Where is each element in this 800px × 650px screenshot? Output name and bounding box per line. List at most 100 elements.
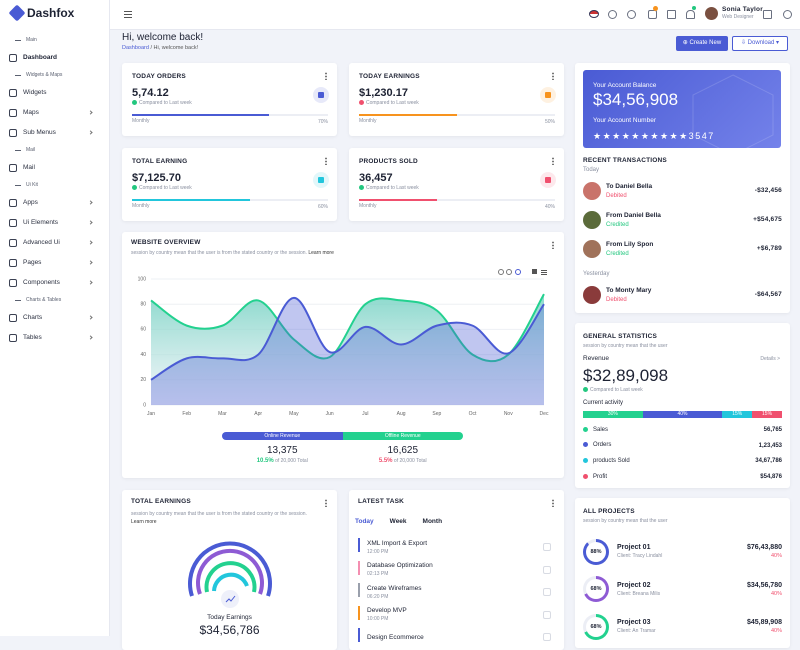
brand: Dashfox [27, 6, 75, 20]
progress-label: 70% [317, 119, 328, 125]
search-icon[interactable] [627, 10, 636, 19]
download-button[interactable]: ⇩ Download ▾ [732, 36, 788, 51]
chevron [88, 220, 93, 225]
stat-value: 36,457 [359, 172, 393, 184]
summary-text: of 20,000 Total [275, 458, 308, 464]
tab[interactable]: Week [389, 518, 407, 525]
project: 68% Project 03 Client: An Tramar $45,89,908… [583, 608, 782, 646]
stat-value: $1,230.17 [359, 87, 408, 99]
avatar [583, 239, 601, 258]
stat-icon [540, 172, 556, 188]
progress-label: 40% [544, 204, 555, 210]
menu[interactable] [552, 157, 554, 165]
chevron [88, 200, 93, 205]
nav-item[interactable]: Apps [0, 193, 110, 213]
nav-icon [9, 54, 17, 62]
nav-item[interactable]: Pages [0, 253, 110, 273]
menu[interactable] [552, 499, 554, 507]
menu[interactable] [325, 157, 327, 165]
bell-icon[interactable] [686, 10, 695, 19]
general-statistics: GENERAL STATISTICS session by country me… [575, 323, 790, 488]
transaction: To Daniel Bella Debited -$32,456 [583, 176, 782, 205]
apps-icon[interactable] [763, 10, 772, 19]
nav-text: Tables [23, 334, 42, 341]
tx-amount: -$64,567 [754, 291, 782, 298]
project-client: Client: Tracy Lindahl [617, 553, 663, 560]
checkbox[interactable] [543, 565, 551, 574]
card-title: GENERAL STATISTICS [583, 333, 658, 340]
menu[interactable] [325, 499, 327, 507]
breadcrumb-current: Hi, welcome back! [153, 45, 199, 51]
summary-text: of 20,000 Total [393, 458, 427, 464]
compare-text: Compared to Last week [366, 185, 419, 191]
nav-icon [9, 199, 17, 207]
nav-item[interactable]: Sub Menus [0, 123, 110, 143]
tx-text: To Daniel Bella Debited [606, 183, 652, 199]
stat-row: Sales 56,765 [583, 422, 782, 438]
project-text: Project 01 Client: Tracy Lindahl [617, 544, 662, 559]
fullscreen-icon[interactable] [667, 10, 676, 19]
settings-icon[interactable] [783, 10, 792, 19]
summary-note: 5.5% of 20,000 Total [343, 458, 464, 464]
menu[interactable] [552, 241, 554, 249]
transaction: To Monty Mary Debited -$64,567 [583, 280, 782, 309]
y-tick-label: 60 [140, 327, 146, 333]
task-time: 06:20 PM [367, 593, 389, 600]
nav-item[interactable]: Dashboard [0, 48, 110, 68]
tx-name: To Monty Mary [606, 286, 652, 294]
revenue-value: $32,89,098 [583, 366, 669, 385]
overview-card: WEBSITE OVERVIEW session by country mean… [122, 232, 564, 478]
nav-item[interactable]: Maps [0, 103, 110, 123]
icon-glyph [318, 177, 324, 183]
tab[interactable]: Month [422, 518, 443, 525]
group-label: Yesterday [583, 271, 610, 277]
flag[interactable] [589, 10, 599, 18]
nav-item[interactable]: Advanced Ui [0, 233, 110, 253]
cart-icon[interactable] [648, 10, 657, 19]
x-tick-label: Feb [182, 411, 191, 417]
chart: 0 20 40 60 80 100 Jan Feb Mar Apr May Jun Jul Aug Sep O… [138, 269, 549, 417]
task-text: Create Wireframes 06:20 PM [358, 585, 422, 600]
account-number: ★★★★★★★★★★3547 [593, 131, 715, 141]
theme-icon[interactable] [608, 10, 617, 19]
nav-item[interactable]: Charts [0, 308, 110, 328]
checkbox[interactable] [543, 543, 551, 552]
nav-icon [9, 89, 17, 97]
task-title: Design Ecommerce [367, 633, 424, 641]
details-link[interactable]: Details > [760, 356, 780, 362]
tx-amount: +$54,675 [753, 216, 782, 223]
nav-item[interactable]: Mail [0, 158, 110, 178]
project-amount: $76,43,880 [746, 544, 782, 552]
nav-item[interactable]: Ui Elements [0, 213, 110, 233]
checkbox[interactable] [543, 588, 551, 597]
trend-dot [583, 387, 588, 393]
user-avatar[interactable] [705, 7, 718, 20]
page-title: Hi, welcome back! [122, 32, 204, 43]
create-button[interactable]: ⊕ Create New [676, 36, 728, 51]
menu[interactable] [552, 72, 554, 80]
progress-bar [359, 114, 457, 116]
breadcrumb-link[interactable]: Dashboard [122, 45, 149, 51]
nav-item[interactable]: Tables [0, 328, 110, 348]
tab[interactable]: Today [355, 518, 374, 525]
menu-toggle[interactable] [124, 11, 132, 18]
period: Monthly [359, 118, 377, 124]
learn-more[interactable]: Learn more [131, 519, 157, 525]
checkbox[interactable] [543, 610, 551, 619]
learn-more[interactable]: Learn more [308, 250, 334, 256]
nav-item[interactable]: Components [0, 273, 110, 293]
stat-title: TODAY EARNINGS [359, 73, 420, 80]
nav-item[interactable]: Widgets [0, 83, 110, 103]
progress-track [359, 199, 555, 201]
stat-card: PRODUCTS SOLD 36,457 Compared to Last week… [349, 148, 564, 221]
progress-label: 50% [544, 119, 555, 125]
chart-toolbar[interactable] [498, 269, 548, 275]
project-client: Client: Breana Milis [617, 590, 661, 597]
stat-dot [583, 442, 588, 448]
project-change: 40% [770, 628, 782, 635]
checkbox[interactable] [543, 633, 551, 642]
menu[interactable] [325, 72, 327, 80]
nav-icon [9, 219, 17, 227]
section-label: Mail [0, 143, 110, 158]
bell-badge [692, 6, 696, 10]
